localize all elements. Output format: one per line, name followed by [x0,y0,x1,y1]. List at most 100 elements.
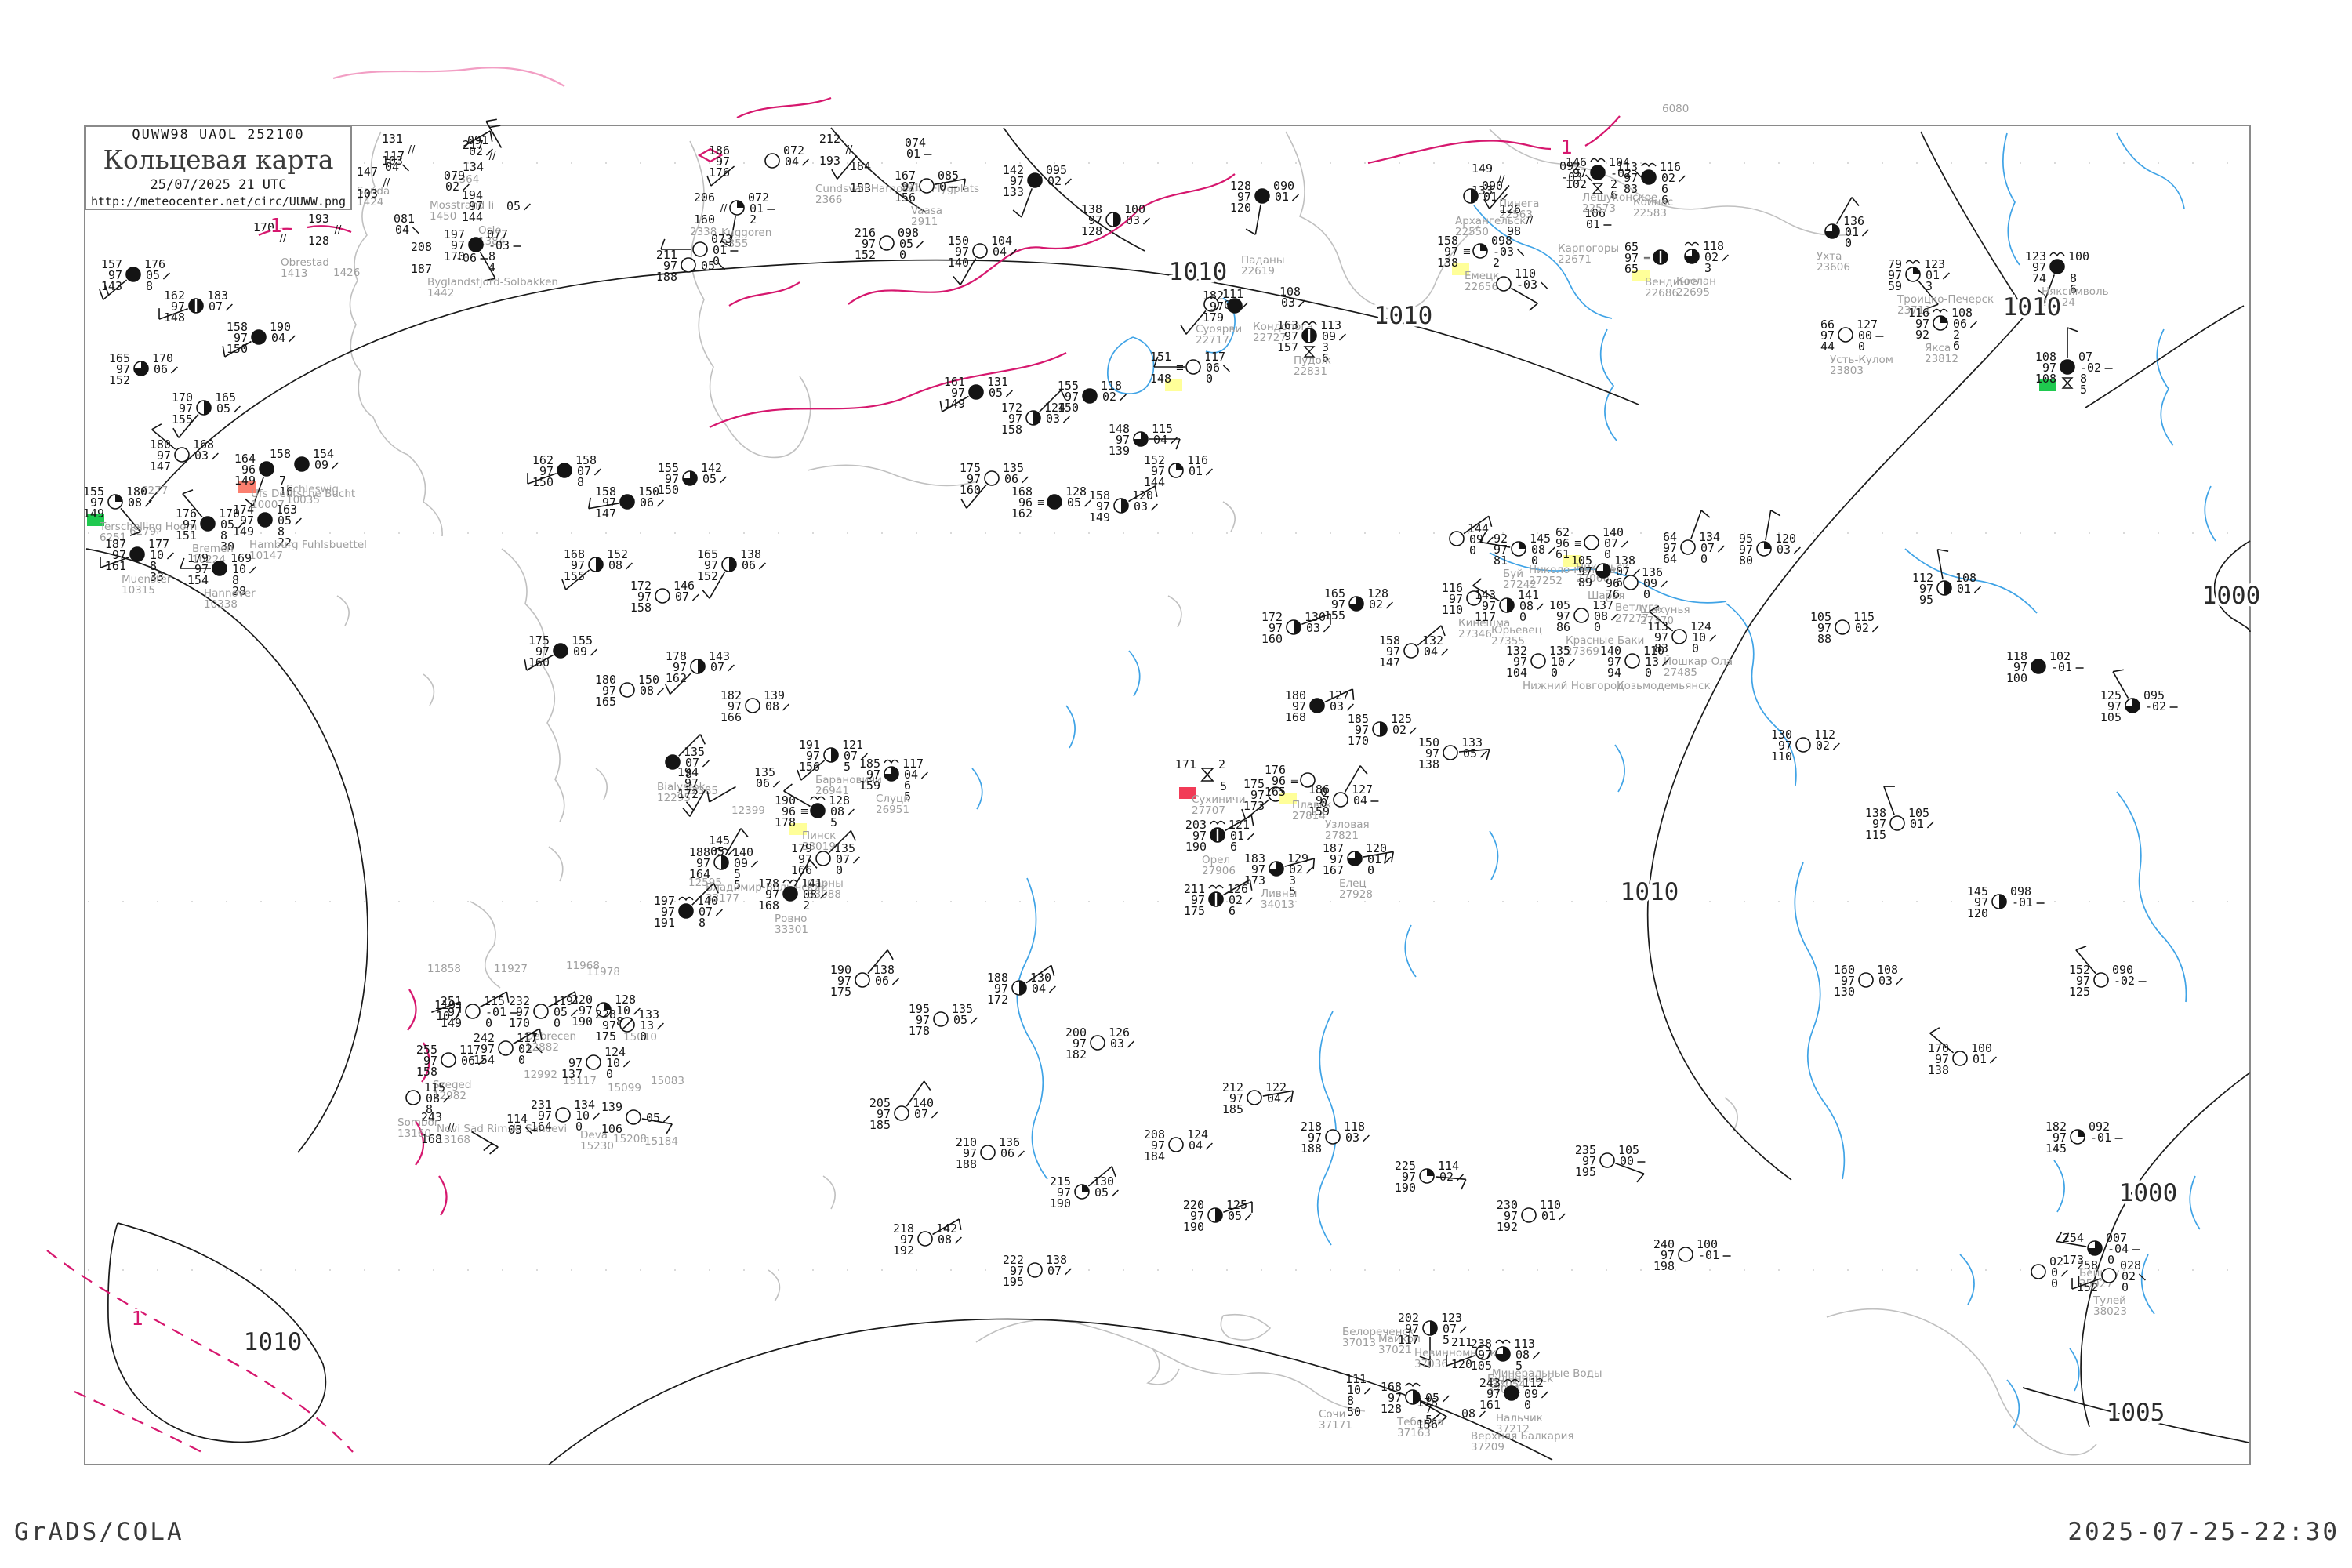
svg-text:Усть-Кулом: Усть-Кулом [1830,354,1893,366]
svg-text:155: 155 [658,461,679,475]
svg-text:97: 97 [696,856,710,870]
svg-text:97: 97 [1331,597,1345,612]
svg-text:138: 138 [873,963,895,977]
svg-text:12295: 12295 [657,792,691,804]
svg-text:113: 113 [1617,160,1638,174]
svg-text:148: 148 [164,310,185,325]
svg-text:Ветлуга: Ветлуга [1615,601,1660,614]
svg-text:Койнас: Койнас [1633,196,1673,209]
svg-text:97: 97 [1841,974,1855,988]
svg-text:124: 124 [1044,401,1065,415]
svg-text:8: 8 [2070,271,2077,285]
svg-text:159: 159 [859,779,880,793]
svg-text:140: 140 [697,894,718,908]
svg-text:Ливны: Ливны [1261,887,1297,900]
svg-text:97: 97 [877,1107,891,1121]
svg-text:133: 133 [1472,183,1493,198]
svg-text:130: 130 [1093,1174,1114,1189]
svg-text:216: 216 [855,226,876,240]
svg-text:27370: 27370 [1640,615,1674,627]
svg-text:173: 173 [1244,873,1265,887]
svg-text:37209: 37209 [1471,1441,1504,1454]
svg-text:114: 114 [1438,1159,1459,1173]
svg-text:-03: -03 [1516,278,1537,292]
svg-text:128: 128 [308,234,329,248]
svg-text:222: 222 [1003,1253,1024,1267]
svg-text:06: 06 [1000,1146,1014,1160]
svg-text:5: 5 [1289,884,1296,898]
station-id-label: 15010 [623,1031,657,1044]
svg-text:96: 96 [1555,536,1570,550]
svg-text:2: 2 [1218,757,1225,771]
svg-text:10338: 10338 [204,598,238,611]
svg-text:202: 202 [1398,1311,1419,1325]
river [2156,328,2174,446]
svg-text:112: 112 [1912,571,1933,585]
svg-text:073: 073 [711,232,732,246]
svg-text:07: 07 [2078,350,2092,364]
svg-text:116: 116 [1442,581,1463,595]
svg-text:2: 2 [750,212,757,227]
svg-text:180: 180 [595,673,616,687]
svg-text:4: 4 [488,260,495,274]
svg-text:100: 100 [1124,202,1145,216]
cloud-genus-symbol [713,848,729,853]
svg-text:80: 80 [1739,554,1753,568]
svg-text:07: 07 [1443,1322,1457,1336]
grads-credit: GrADS/COLA [14,1518,184,1546]
svg-text:194: 194 [462,188,483,202]
svg-text:07: 07 [1604,536,1618,550]
svg-text:74: 74 [2032,271,2046,285]
svg-text:62: 62 [1555,525,1570,539]
phenomenon-mark-salmon [238,481,256,493]
svg-text:0: 0 [1594,620,1601,634]
svg-text:138: 138 [1614,554,1635,568]
station-id-label: 11968 [566,960,600,972]
front-line [1584,115,1621,147]
svg-text:Буй: Буй [1503,568,1523,580]
svg-text:077: 077 [487,227,508,241]
svg-text:2: 2 [1493,256,1500,270]
svg-text:97: 97 [1425,746,1439,760]
svg-text:09: 09 [314,458,328,472]
svg-text:Тулей: Тулей [2092,1294,2126,1307]
svg-text:258: 258 [2077,1258,2098,1272]
svg-text://: // [280,233,287,245]
svg-text:129: 129 [1287,851,1308,866]
svg-text:97: 97 [862,237,876,251]
svg-text:188: 188 [987,971,1008,985]
svg-text:149: 149 [441,1016,462,1030]
svg-text:97: 97 [1919,582,1933,596]
svg-text:07: 07 [209,299,223,314]
svg-text:Карпогоры: Карпогоры [1558,242,1619,255]
isobar-value-label: 1010 [1169,258,1228,286]
front-line-dashed [74,1390,209,1456]
svg-text:106: 106 [1584,206,1606,220]
svg-text:≡: ≡ [1176,362,1185,374]
svg-text:01: 01 [713,243,727,257]
svg-text:23724: 23724 [2042,296,2075,309]
svg-text:22686: 22686 [1645,287,1679,299]
svg-text:178: 178 [909,1024,930,1038]
svg-text:97: 97 [665,472,679,486]
svg-text:05: 05 [702,472,717,486]
svg-text:115: 115 [484,994,505,1008]
front-line [438,1175,448,1216]
svg-text:≡: ≡ [1037,497,1046,509]
svg-text:-02: -02 [1610,166,1632,180]
